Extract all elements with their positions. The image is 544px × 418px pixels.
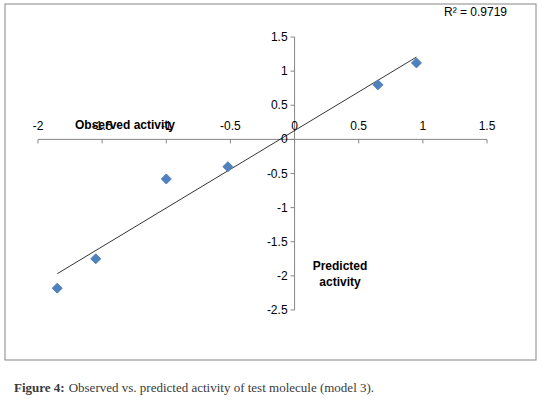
data-point (223, 162, 233, 172)
y-tick-label: -2.5 (267, 303, 288, 317)
caption: Figure 4: Observed vs. predicted activity… (14, 380, 374, 395)
x-axis (38, 139, 487, 140)
x-tick (230, 139, 231, 143)
x-tick (358, 139, 359, 143)
y-tick-label: -1 (277, 201, 288, 215)
x-tick-label: -2 (33, 119, 44, 133)
trendline (57, 57, 416, 274)
y-tick (291, 71, 295, 72)
y-tick-label: -2 (277, 269, 288, 283)
data-point (52, 283, 62, 293)
y-tick (291, 310, 295, 311)
x-tick (294, 139, 295, 143)
chart-frame (5, 4, 536, 360)
y-tick-label: 1 (281, 64, 288, 78)
x-tick (166, 139, 167, 143)
y-tick-label: -1.5 (267, 235, 288, 249)
caption-label: Figure 4: (14, 380, 65, 395)
y-tick-label: -0.5 (267, 167, 288, 181)
data-point (161, 174, 171, 184)
r-squared: R² = 0.9719 (444, 5, 507, 19)
x-tick (487, 139, 488, 143)
y-tick (291, 275, 295, 276)
x-tick-label: 0.5 (350, 119, 367, 133)
y-tick (291, 139, 295, 140)
x-tick-label: 0 (291, 119, 298, 133)
y-tick (291, 105, 295, 106)
data-point (411, 58, 421, 68)
x-tick-label: 1 (420, 119, 427, 133)
x-axis-title: Observed activity (75, 118, 175, 132)
x-tick-label: 1.5 (479, 119, 496, 133)
data-point (91, 254, 101, 264)
y-tick (291, 207, 295, 208)
y-tick (291, 173, 295, 174)
x-tick-label: -0.5 (220, 119, 241, 133)
y-tick-label: 0.5 (271, 98, 288, 112)
data-point (373, 80, 383, 90)
x-tick (422, 139, 423, 143)
x-tick (102, 139, 103, 143)
y-tick (291, 241, 295, 242)
y-tick-label: 1.5 (271, 30, 288, 44)
y-tick (291, 37, 295, 38)
y-tick-label: 0 (281, 132, 288, 146)
figure: -2-1.5-1-0.500.511.5-2.5-2-1.5-1-0.500.5… (0, 0, 544, 418)
caption-text: Observed vs. predicted activity of test … (69, 380, 374, 395)
x-tick (38, 139, 39, 143)
plot-area (52, 57, 421, 293)
y-axis-title: Predictedactivity (313, 259, 368, 289)
